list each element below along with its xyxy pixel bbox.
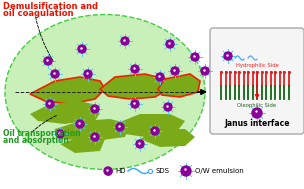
Text: Oleophilic Side: Oleophilic Side bbox=[237, 102, 277, 108]
Circle shape bbox=[156, 73, 164, 81]
Circle shape bbox=[56, 130, 64, 138]
Circle shape bbox=[131, 100, 139, 108]
Circle shape bbox=[121, 37, 129, 45]
Circle shape bbox=[84, 70, 92, 78]
Circle shape bbox=[76, 120, 84, 128]
Circle shape bbox=[136, 140, 144, 148]
Circle shape bbox=[252, 108, 262, 118]
Polygon shape bbox=[60, 137, 105, 153]
Circle shape bbox=[224, 52, 232, 60]
Text: oil coagulation: oil coagulation bbox=[3, 9, 74, 18]
Text: Demulsification and: Demulsification and bbox=[3, 2, 98, 11]
Circle shape bbox=[51, 70, 59, 78]
Circle shape bbox=[91, 105, 99, 113]
Ellipse shape bbox=[5, 15, 205, 170]
Polygon shape bbox=[140, 129, 195, 147]
Circle shape bbox=[164, 103, 172, 111]
Text: Janus interface: Janus interface bbox=[224, 119, 290, 128]
Polygon shape bbox=[30, 77, 105, 104]
Circle shape bbox=[44, 57, 52, 65]
Text: SDS: SDS bbox=[155, 168, 169, 174]
Text: Hydrophilic Side: Hydrophilic Side bbox=[236, 64, 278, 68]
Circle shape bbox=[46, 100, 54, 108]
Circle shape bbox=[116, 123, 124, 131]
Circle shape bbox=[191, 53, 199, 61]
Circle shape bbox=[201, 67, 209, 75]
Circle shape bbox=[91, 133, 99, 141]
Text: HD: HD bbox=[115, 168, 126, 174]
Circle shape bbox=[104, 167, 112, 175]
Circle shape bbox=[171, 67, 179, 75]
Circle shape bbox=[166, 40, 174, 48]
Polygon shape bbox=[30, 101, 100, 124]
Polygon shape bbox=[158, 74, 200, 97]
Circle shape bbox=[181, 166, 191, 176]
Polygon shape bbox=[55, 119, 130, 141]
Polygon shape bbox=[115, 114, 185, 137]
Circle shape bbox=[131, 65, 139, 73]
Polygon shape bbox=[70, 111, 100, 123]
Circle shape bbox=[151, 127, 159, 135]
Polygon shape bbox=[100, 74, 168, 99]
Text: and absorption: and absorption bbox=[3, 136, 69, 145]
Text: Oil transportation: Oil transportation bbox=[3, 129, 81, 138]
FancyBboxPatch shape bbox=[210, 28, 304, 134]
Text: O/W emulsion: O/W emulsion bbox=[195, 168, 244, 174]
Circle shape bbox=[78, 45, 86, 53]
